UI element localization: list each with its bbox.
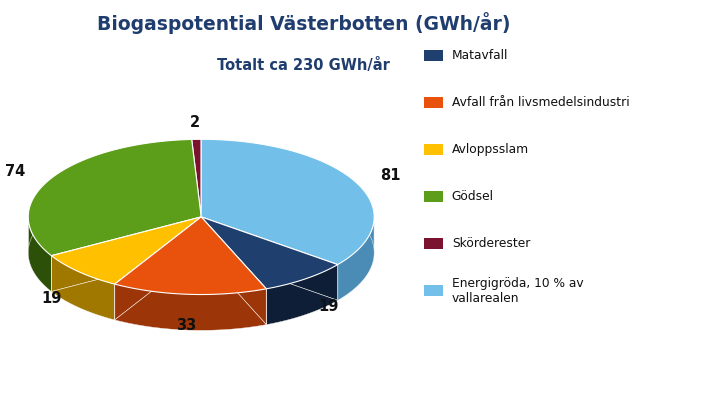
- Text: Avfall från livsmedelsindustri: Avfall från livsmedelsindustri: [452, 96, 630, 109]
- Polygon shape: [201, 253, 337, 325]
- Polygon shape: [52, 217, 201, 291]
- Polygon shape: [192, 139, 201, 217]
- Text: Skörderester: Skörderester: [452, 237, 530, 250]
- Text: Energigröda, 10 % av
vallarealen: Energigröda, 10 % av vallarealen: [452, 277, 583, 304]
- Polygon shape: [201, 217, 337, 300]
- FancyBboxPatch shape: [424, 50, 443, 61]
- Text: 19: 19: [42, 291, 62, 306]
- Text: 81: 81: [381, 168, 401, 183]
- Polygon shape: [201, 217, 337, 289]
- Polygon shape: [115, 217, 201, 320]
- Text: 74: 74: [6, 164, 25, 179]
- Text: Gödsel: Gödsel: [452, 190, 493, 203]
- Text: 19: 19: [318, 299, 339, 314]
- Polygon shape: [52, 253, 201, 320]
- FancyBboxPatch shape: [424, 191, 443, 202]
- Polygon shape: [115, 217, 201, 320]
- Text: 33: 33: [176, 318, 197, 333]
- FancyBboxPatch shape: [424, 97, 443, 108]
- Polygon shape: [201, 139, 374, 265]
- Polygon shape: [115, 253, 266, 330]
- Polygon shape: [192, 175, 201, 253]
- Text: Biogaspotential Västerbotten (GWh/år): Biogaspotential Västerbotten (GWh/år): [97, 12, 510, 34]
- Polygon shape: [28, 139, 201, 256]
- Polygon shape: [266, 265, 337, 325]
- Text: Avloppsslam: Avloppsslam: [452, 143, 529, 156]
- Text: Matavfall: Matavfall: [452, 49, 508, 62]
- Polygon shape: [115, 217, 266, 295]
- Polygon shape: [28, 217, 52, 291]
- Polygon shape: [28, 175, 201, 291]
- FancyBboxPatch shape: [424, 285, 443, 296]
- Polygon shape: [201, 217, 337, 300]
- Text: 2: 2: [191, 115, 201, 130]
- Polygon shape: [201, 175, 374, 300]
- FancyBboxPatch shape: [424, 144, 443, 155]
- Polygon shape: [52, 217, 201, 284]
- Text: Totalt ca 230 GWh/år: Totalt ca 230 GWh/år: [217, 58, 390, 73]
- Polygon shape: [201, 217, 266, 325]
- Polygon shape: [115, 284, 266, 330]
- Polygon shape: [52, 217, 201, 291]
- Polygon shape: [52, 256, 115, 320]
- Polygon shape: [337, 218, 374, 300]
- FancyBboxPatch shape: [424, 238, 443, 249]
- Polygon shape: [201, 217, 266, 325]
